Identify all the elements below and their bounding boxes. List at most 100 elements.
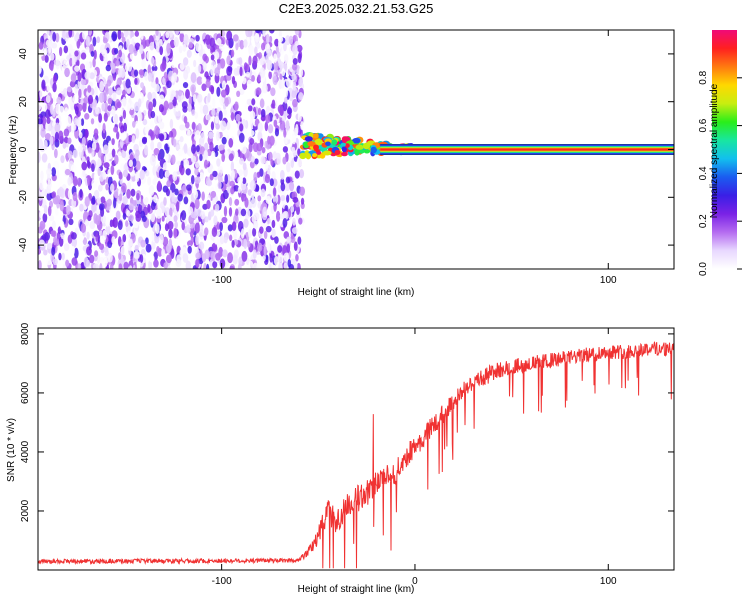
- heatmap-cell: [291, 146, 296, 154]
- heatmap-cell: [133, 85, 138, 94]
- heatmap-cell: [269, 178, 274, 187]
- heatmap-cell: [112, 217, 118, 229]
- heatmap-cell: [99, 80, 105, 92]
- heatmap-cell: [89, 72, 95, 80]
- heatmap-cell: [198, 241, 205, 250]
- heatmap-cell: [237, 263, 242, 269]
- heatmap-cell: [261, 83, 268, 94]
- heatmap-cell: [231, 221, 237, 232]
- heatmap-cell: [341, 136, 347, 144]
- heatmap-cell: [266, 241, 271, 252]
- heatmap-cell: [252, 262, 259, 269]
- heatmap-cell: [126, 209, 131, 217]
- heatmap-cell: [232, 254, 238, 265]
- heatmap-cell: [280, 182, 286, 192]
- heatmap-cell: [216, 158, 221, 167]
- heatmap-cell: [228, 207, 233, 217]
- heatmap-cell: [120, 245, 127, 256]
- heatmap-cell: [201, 191, 205, 201]
- heatmap-cell: [118, 193, 123, 202]
- top-x-axis-label: Height of straight line (km): [298, 287, 415, 298]
- carrier-band: [380, 148, 674, 151]
- heatmap-cell: [102, 37, 108, 44]
- heatmap-cell: [122, 169, 129, 178]
- x-tick-label: 100: [600, 275, 617, 286]
- heatmap-cell: [99, 203, 105, 211]
- heatmap-cell: [122, 143, 128, 152]
- heatmap-cell: [153, 259, 159, 268]
- y-tick-label: 4000: [20, 440, 31, 463]
- heatmap-cell: [285, 120, 290, 131]
- heatmap-cell: [60, 232, 65, 240]
- heatmap-cell: [163, 262, 169, 269]
- heatmap-cell: [164, 143, 169, 151]
- heatmap-cell: [53, 236, 57, 246]
- heatmap-cell: [78, 131, 83, 139]
- heatmap-cell: [103, 162, 110, 169]
- heatmap-cell: [273, 256, 279, 266]
- heatmap-cell: [72, 191, 78, 202]
- heatmap-cell: [298, 67, 304, 78]
- heatmap-cell: [98, 242, 105, 251]
- heatmap-cell: [86, 159, 91, 168]
- heatmap-cell: [70, 73, 77, 83]
- heatmap-cell: [149, 155, 156, 166]
- heatmap-cell: [152, 98, 157, 108]
- heatmap-cell: [195, 34, 200, 42]
- heatmap-cell: [74, 247, 79, 259]
- heatmap-cell: [115, 59, 120, 67]
- heatmap-cell: [157, 152, 162, 162]
- heatmap-cell: [62, 30, 66, 40]
- heatmap-cell: [189, 230, 194, 239]
- heatmap-cell: [234, 150, 239, 162]
- heatmap-cell: [231, 169, 235, 180]
- heatmap-cell: [194, 198, 200, 210]
- x-tick-label: -100: [212, 576, 232, 587]
- heatmap-cell: [146, 51, 151, 61]
- heatmap-cell: [299, 168, 305, 179]
- heatmap-cell: [257, 242, 263, 252]
- heatmap-cell: [235, 42, 239, 51]
- heatmap-cell: [269, 135, 275, 146]
- heatmap-cell: [68, 218, 74, 226]
- heatmap-cell: [255, 30, 261, 34]
- heatmap-cell: [249, 110, 256, 120]
- heatmap-cell: [159, 45, 164, 56]
- heatmap-cell: [146, 135, 152, 145]
- heatmap-cell: [133, 69, 139, 77]
- heatmap-cell: [125, 78, 131, 89]
- bottom-y-axis-label: SNR (10 * v/v): [6, 418, 17, 482]
- heatmap-cell: [55, 103, 60, 115]
- heatmap-cell: [260, 42, 266, 51]
- heatmap-cell: [46, 173, 51, 182]
- heatmap-cell: [288, 35, 294, 45]
- heatmap-cell: [40, 170, 44, 181]
- heatmap-cell: [65, 205, 71, 216]
- heatmap-cell: [212, 98, 216, 109]
- heatmap-cell: [67, 43, 73, 53]
- heatmap-cell: [284, 182, 291, 192]
- heatmap-cell: [172, 171, 178, 182]
- heatmap-cell: [167, 220, 174, 231]
- heatmap-cell: [292, 63, 298, 71]
- heatmap-cell: [168, 103, 174, 110]
- heatmap-cell: [274, 236, 279, 244]
- heatmap-cell: [50, 52, 55, 61]
- heatmap-cell: [284, 87, 288, 98]
- heatmap-cell: [114, 154, 119, 165]
- heatmap-cell: [246, 98, 253, 106]
- heatmap-cell: [279, 120, 286, 131]
- heatmap-cell: [132, 158, 137, 168]
- heatmap-cell: [96, 197, 101, 205]
- heatmap-cell: [305, 153, 312, 160]
- heatmap-cell: [65, 116, 72, 127]
- heatmap-cell: [157, 180, 162, 191]
- heatmap-cell: [90, 118, 95, 125]
- heatmap-cell: [128, 203, 134, 211]
- heatmap-cell: [240, 208, 247, 217]
- heatmap-cell: [236, 90, 241, 98]
- heatmap-cell: [107, 252, 113, 263]
- heatmap-cell: [43, 249, 48, 256]
- heatmap-cell: [267, 135, 271, 145]
- heatmap-cell: [165, 188, 170, 197]
